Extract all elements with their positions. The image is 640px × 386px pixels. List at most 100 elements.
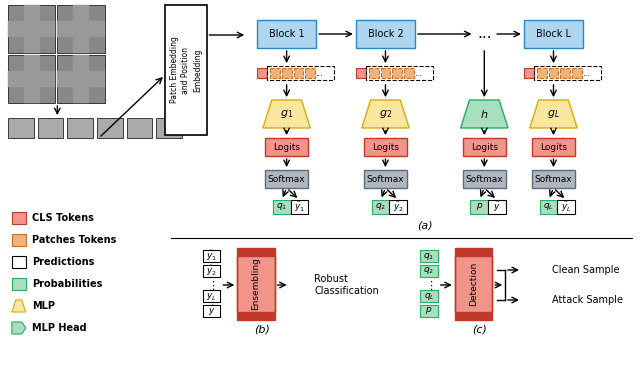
Text: Softmax: Softmax — [465, 174, 503, 183]
Bar — [270, 68, 280, 78]
Text: $g_L$: $g_L$ — [547, 108, 560, 120]
Text: $g_2$: $g_2$ — [379, 108, 392, 120]
Bar — [404, 68, 414, 78]
Text: CLS Tokens: CLS Tokens — [31, 213, 93, 223]
Text: ...: ... — [414, 68, 422, 78]
Text: Block 1: Block 1 — [269, 29, 305, 39]
Bar — [237, 312, 275, 320]
Text: $p$: $p$ — [476, 201, 483, 213]
Bar — [364, 138, 407, 156]
Text: Robust
Classification: Robust Classification — [314, 274, 379, 296]
Bar — [381, 68, 390, 78]
Bar — [73, 5, 89, 53]
Text: Logits: Logits — [471, 142, 498, 151]
Bar — [58, 71, 105, 87]
Bar — [12, 278, 26, 290]
Text: Detection: Detection — [469, 262, 478, 306]
Bar — [463, 170, 506, 188]
Bar — [524, 20, 583, 48]
Text: Block 2: Block 2 — [367, 29, 403, 39]
Text: $\hat{y}_2$: $\hat{y}_2$ — [393, 200, 404, 214]
Text: $q_L$: $q_L$ — [424, 291, 435, 301]
Bar — [203, 305, 220, 317]
Text: $\hat{y}_L$: $\hat{y}_L$ — [206, 289, 217, 303]
Bar — [365, 66, 433, 80]
Bar — [165, 5, 207, 135]
Bar — [257, 68, 267, 78]
Text: MLP: MLP — [31, 301, 54, 311]
Bar — [8, 55, 55, 103]
Text: $q_L$: $q_L$ — [543, 201, 554, 213]
Text: $\vdots$: $\vdots$ — [425, 279, 433, 291]
Bar — [392, 68, 403, 78]
Bar — [420, 290, 438, 302]
Bar — [58, 21, 105, 37]
Text: Clean Sample: Clean Sample — [552, 265, 619, 275]
Text: (c): (c) — [472, 325, 487, 335]
Polygon shape — [461, 100, 508, 128]
Bar — [97, 118, 122, 138]
Bar — [24, 5, 40, 53]
Text: $\hat{y}$: $\hat{y}$ — [208, 304, 215, 318]
Bar — [58, 55, 105, 103]
Text: Softmax: Softmax — [367, 174, 404, 183]
Text: $\hat{y}$: $\hat{y}$ — [493, 200, 501, 214]
Bar — [572, 68, 582, 78]
Bar — [540, 200, 557, 214]
Bar — [389, 200, 407, 214]
Text: ...: ... — [477, 27, 492, 42]
Bar — [454, 312, 492, 320]
Polygon shape — [12, 300, 26, 312]
Bar — [470, 200, 488, 214]
Text: $h$: $h$ — [480, 108, 488, 120]
Bar — [38, 118, 63, 138]
Text: $q_2$: $q_2$ — [424, 266, 435, 276]
Bar — [294, 68, 303, 78]
Polygon shape — [362, 100, 409, 128]
Bar — [372, 200, 389, 214]
Bar — [454, 256, 492, 312]
Bar — [67, 118, 93, 138]
Bar — [58, 5, 105, 53]
Text: $g_1$: $g_1$ — [280, 108, 293, 120]
Bar — [24, 55, 40, 103]
Bar — [369, 68, 378, 78]
Bar — [537, 68, 547, 78]
Text: ...: ... — [316, 68, 323, 78]
Bar — [12, 234, 26, 246]
Polygon shape — [12, 322, 26, 334]
Bar — [12, 212, 26, 224]
Bar — [356, 20, 415, 48]
Text: $\hat{y}_1$: $\hat{y}_1$ — [206, 249, 217, 263]
Bar — [265, 138, 308, 156]
Polygon shape — [530, 100, 577, 128]
Bar — [488, 200, 506, 214]
Bar — [291, 200, 308, 214]
Text: Predictions: Predictions — [31, 257, 94, 267]
Text: $q_1$: $q_1$ — [276, 201, 287, 213]
Bar — [420, 265, 438, 277]
Text: Patches Tokens: Patches Tokens — [31, 235, 116, 245]
Text: Logits: Logits — [372, 142, 399, 151]
Bar — [463, 138, 506, 156]
Text: Attack Sample: Attack Sample — [552, 295, 623, 305]
Text: $\hat{y}_1$: $\hat{y}_1$ — [294, 200, 305, 214]
Text: Block L: Block L — [536, 29, 571, 39]
Bar — [8, 71, 55, 87]
Bar — [282, 68, 292, 78]
Text: $q_2$: $q_2$ — [375, 201, 386, 213]
Bar — [454, 248, 492, 320]
Bar — [237, 256, 275, 312]
Text: Probabilities: Probabilities — [31, 279, 102, 289]
Text: (a): (a) — [417, 220, 433, 230]
Text: $\vdots$: $\vdots$ — [207, 279, 216, 291]
Text: Patch Embedding
and Position
Embedding: Patch Embedding and Position Embedding — [170, 37, 202, 103]
Bar — [524, 68, 534, 78]
Polygon shape — [263, 100, 310, 128]
Bar — [257, 20, 316, 48]
Bar — [203, 250, 220, 262]
Bar — [356, 68, 365, 78]
Bar — [237, 248, 275, 256]
Text: Softmax: Softmax — [268, 174, 305, 183]
Text: Logits: Logits — [540, 142, 567, 151]
